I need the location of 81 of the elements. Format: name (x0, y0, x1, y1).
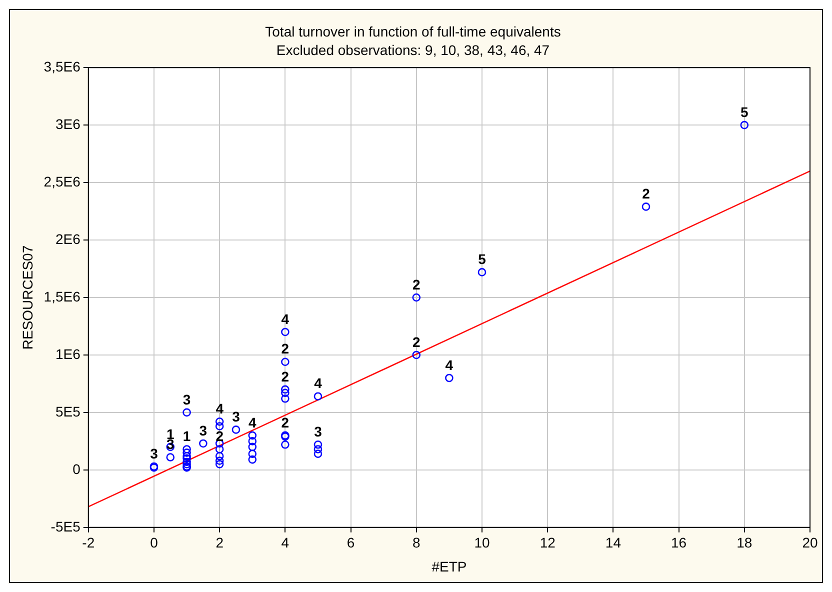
point (314, 445, 322, 454)
annotation: 4 (314, 375, 322, 392)
point (182, 448, 191, 457)
annotation: 2 (642, 186, 650, 202)
point (199, 439, 208, 448)
annotation: 4 (445, 356, 454, 373)
point (215, 452, 224, 460)
y-tick-label: -5E5 (50, 518, 81, 534)
annotation: 2 (281, 368, 290, 384)
annotation: 3 (150, 445, 158, 462)
point (445, 374, 454, 382)
x-tick-label: 14 (605, 534, 622, 551)
x-tick-label: 18 (736, 534, 752, 551)
annotation: 4 (248, 414, 256, 430)
point (281, 440, 290, 449)
point (215, 456, 224, 465)
y-tick-label: 3E6 (55, 116, 81, 132)
x-tick-label: 0 (150, 534, 158, 551)
x-tick-label: 16 (671, 534, 687, 551)
annotation: 4 (216, 400, 224, 417)
x-tick-label: 8 (412, 534, 420, 551)
x-tick-label: 2 (216, 534, 224, 551)
chart-subtitle: Excluded observations: 9, 10, 38, 43, 46, 47 (276, 42, 550, 58)
annotation: 2 (281, 340, 290, 357)
point (215, 417, 224, 426)
point (281, 385, 290, 394)
x-tick-label: 20 (802, 534, 818, 551)
point (412, 293, 421, 302)
point (281, 388, 290, 398)
point (740, 120, 749, 130)
point (182, 454, 191, 463)
point (281, 328, 290, 336)
annotation: 4 (281, 310, 290, 327)
y-axis-title: RESOURCES07 (19, 245, 36, 350)
point (314, 440, 322, 449)
x-tick-label: 6 (346, 534, 355, 551)
annotation: 2 (412, 276, 420, 292)
x-tick-label: 12 (540, 534, 556, 551)
x-tick-label: 10 (474, 534, 490, 551)
annotation: 2 (412, 334, 420, 350)
y-tick-label: 2E6 (55, 230, 81, 247)
annotation: 3 (182, 391, 191, 408)
annotation: 5 (740, 104, 748, 120)
y-tick-label: 1E6 (55, 346, 81, 362)
point (182, 445, 191, 454)
annotation: 1 (182, 428, 191, 444)
point (248, 431, 257, 440)
point (215, 422, 224, 430)
annotation: 2 (281, 414, 290, 430)
point (248, 442, 257, 452)
point (412, 350, 421, 360)
point (232, 426, 240, 434)
x-axis-title: #ETP (432, 558, 467, 574)
point (248, 455, 257, 464)
annotation: 3 (232, 408, 240, 425)
point (248, 450, 257, 458)
x-tick-label: -2 (82, 534, 95, 551)
point (281, 394, 290, 403)
point (215, 460, 224, 468)
y-tick-label: 0 (72, 460, 81, 477)
annotation: 2 (216, 428, 224, 444)
x-tick-label: 4 (281, 534, 290, 551)
point (281, 358, 290, 366)
point (478, 268, 486, 276)
chart-title: Total turnover in function of full-time equivalents (265, 23, 561, 40)
y-tick-label: 1,5E6 (44, 288, 81, 304)
point (182, 460, 191, 468)
point (215, 445, 224, 454)
point (314, 392, 322, 401)
y-tick-label: 5E5 (55, 403, 81, 420)
point (642, 202, 650, 211)
point (314, 450, 322, 458)
annotation: 3 (199, 422, 208, 438)
y-tick-label: 3,5E6 (44, 58, 81, 74)
annotation: 3 (314, 423, 322, 440)
point (182, 452, 191, 460)
point (166, 453, 175, 462)
y-tick-label: 2,5E6 (44, 173, 81, 190)
annotation: 5 (478, 251, 486, 268)
point (182, 408, 191, 417)
point (248, 437, 257, 446)
